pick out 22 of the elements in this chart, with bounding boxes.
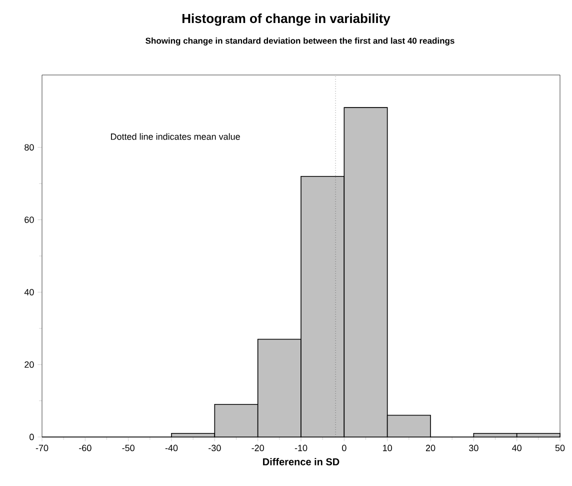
chart-subtitle: Showing change in standard deviation between the first and last 40 readings [146, 38, 454, 46]
y-tick-label: 20 [24, 361, 34, 368]
x-tick-label: -40 [165, 444, 178, 452]
x-tick-label: 20 [426, 444, 436, 452]
x-tick-label: 40 [512, 444, 522, 452]
y-tick-label: 60 [24, 216, 34, 223]
x-tick-label: -10 [294, 444, 308, 452]
x-tick-label: -20 [252, 444, 264, 452]
x-tick-label: -30 [208, 444, 221, 452]
chart-title: Histogram of change in variability [182, 14, 390, 26]
x-tick-label: 0 [342, 444, 346, 452]
x-tick-label: 10 [383, 444, 392, 452]
y-tick-label: 0 [30, 434, 34, 440]
x-tick-label: -50 [122, 444, 134, 452]
y-tick-label: 40 [24, 288, 34, 296]
x-tick-label: -60 [79, 444, 92, 452]
annotation: Dotted line indicates mean value [111, 133, 240, 140]
x-axis-title: Difference in SD [263, 458, 340, 466]
x-tick-label: 50 [555, 444, 565, 452]
x-tick-label: 30 [469, 444, 478, 452]
y-tick-label: 80 [24, 144, 34, 151]
x-tick-label: -70 [36, 444, 48, 452]
